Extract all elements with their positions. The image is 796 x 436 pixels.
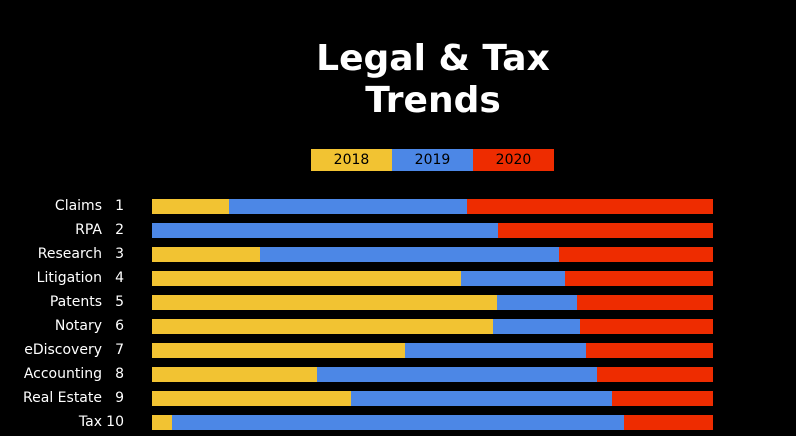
category-name: Research: [37, 246, 102, 262]
rank-number: 3: [115, 246, 124, 262]
title-line-2: Trends: [365, 80, 501, 121]
rank-number: 2: [115, 222, 124, 238]
bar-row-ediscovery: [152, 343, 713, 358]
category-name: Tax: [78, 414, 102, 430]
category-name: eDiscovery: [24, 342, 102, 358]
bar-segment-2019: [228, 199, 467, 214]
bar-segment-2019: [461, 271, 565, 286]
bar-row-rpa: [152, 223, 713, 238]
category-name: RPA: [75, 222, 102, 238]
category-label: Patents 5: [0, 294, 124, 310]
bar-segment-2020: [466, 199, 713, 214]
bar-segment-2018: [152, 367, 317, 382]
bar-segment-2018: [152, 295, 497, 310]
bar-row-notary: [152, 319, 713, 334]
bar-segment-2019: [493, 319, 581, 334]
bar-row-patents: [152, 295, 713, 310]
category-name: Accounting: [23, 366, 102, 382]
category-label: Accounting 8: [0, 366, 124, 382]
bar-segment-2018: [152, 343, 405, 358]
bar-segment-2020: [577, 295, 713, 310]
bar-segment-2020: [564, 271, 713, 286]
category-label: Notary 6: [0, 318, 124, 334]
bar-segment-2020: [580, 319, 713, 334]
bar-segment-2020: [498, 223, 713, 238]
category-label: Litigation 4: [0, 270, 124, 286]
category-name: Claims: [54, 198, 102, 214]
bar-row-accounting: [152, 367, 713, 382]
title-line-1: Legal & Tax: [316, 38, 550, 79]
bar-segment-2019: [405, 343, 587, 358]
bar-segment-2018: [152, 271, 462, 286]
bar-row-claims: [152, 199, 713, 214]
category-label: Real Estate 9: [0, 390, 124, 406]
bar-segment-2020: [624, 415, 713, 430]
category-label: Tax 10: [0, 414, 124, 430]
bar-row-real-estate: [152, 391, 713, 406]
rank-number: 7: [115, 342, 124, 358]
bar-segment-2019: [316, 367, 597, 382]
bar-segment-2019: [351, 391, 612, 406]
bar-segment-2019: [497, 295, 578, 310]
bar-segment-2018: [152, 199, 229, 214]
bar-segment-2018: [152, 391, 352, 406]
category-label: RPA 2: [0, 222, 124, 238]
bar-segment-2018: [152, 319, 494, 334]
rank-number: 10: [106, 414, 124, 430]
bar-segment-2019: [152, 223, 499, 238]
bar-segment-2018: [152, 415, 173, 430]
rank-number: 4: [115, 270, 124, 286]
bar-row-tax: [152, 415, 713, 430]
rank-number: 1: [115, 198, 124, 214]
category-label: eDiscovery 7: [0, 342, 124, 358]
category-name: Notary: [54, 318, 102, 334]
bar-segment-2020: [612, 391, 713, 406]
rank-number: 8: [115, 366, 124, 382]
category-name: Patents: [49, 294, 102, 310]
rank-number: 9: [115, 390, 124, 406]
bar-segment-2020: [596, 367, 713, 382]
bar-segment-2018: [152, 247, 261, 262]
category-label: Research 3: [0, 246, 124, 262]
bar-segment-2020: [586, 343, 713, 358]
legend-item-2018: 2018: [311, 149, 392, 171]
legend-item-2019: 2019: [392, 149, 473, 171]
legend: 2018 2019 2020: [311, 149, 554, 171]
category-name: Litigation: [36, 270, 102, 286]
bar-segment-2020: [559, 247, 713, 262]
bar-row-research: [152, 247, 713, 262]
category-name: Real Estate: [23, 390, 102, 406]
chart-title: Legal & Tax Trends: [0, 38, 796, 122]
rank-number: 6: [115, 318, 124, 334]
category-label: Claims 1: [0, 198, 124, 214]
rank-number: 5: [115, 294, 124, 310]
bar-segment-2019: [172, 415, 625, 430]
bar-row-litigation: [152, 271, 713, 286]
bar-segment-2019: [260, 247, 560, 262]
legend-item-2020: 2020: [473, 149, 554, 171]
